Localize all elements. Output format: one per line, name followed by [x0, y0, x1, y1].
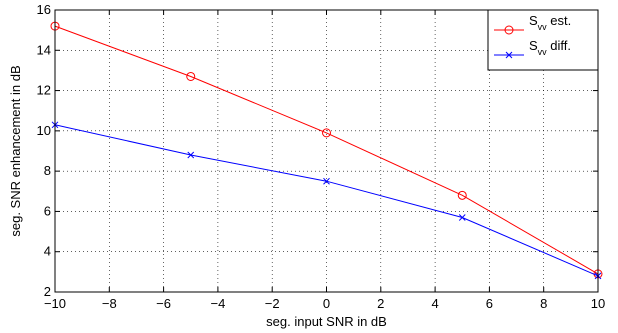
- data-point-x: [187, 151, 195, 159]
- x-tick-label: 2: [377, 296, 384, 311]
- legend-swatch-marker-circle: [504, 25, 514, 35]
- legend-label-subscript: vv: [538, 47, 548, 57]
- series-line: [54, 25, 599, 275]
- y-tick-label: 2: [44, 284, 51, 299]
- data-point-circle: [457, 190, 467, 200]
- y-axis-label: seg. SNR enhancement in dB: [8, 65, 23, 236]
- y-tick-label: 6: [44, 203, 51, 218]
- legend-entry-svv-est: Svv est.: [494, 13, 571, 35]
- legend: Svv est. Svv diff.: [487, 9, 599, 71]
- data-point-x: [323, 177, 330, 185]
- legend-label-svv-diff: Svv diff.: [529, 38, 571, 57]
- data-point-x: [458, 214, 466, 221]
- y-tick-label: 4: [44, 244, 51, 259]
- x-tick-label: 0: [323, 296, 330, 311]
- y-tick-label: 10: [37, 123, 51, 138]
- x-tick-label: −2: [265, 296, 280, 311]
- legend-label-subscript: vv: [538, 22, 548, 32]
- x-tick-label: 10: [591, 296, 605, 311]
- legend-label-svv-est: Svv est.: [529, 13, 571, 32]
- y-tick-label: 8: [44, 163, 51, 178]
- series-svv-diff: [51, 121, 602, 280]
- y-tick-label: 14: [37, 42, 51, 57]
- data-point-circle: [186, 71, 196, 81]
- x-tick-label: −10: [44, 296, 66, 311]
- y-tick-label: 16: [37, 2, 51, 17]
- x-tick-label: 4: [431, 296, 438, 311]
- x-tick-label: −4: [210, 296, 225, 311]
- legend-entry-svv-diff: Svv diff.: [494, 38, 571, 59]
- x-tick-label: 6: [486, 296, 493, 311]
- x-tick-label: −8: [102, 296, 117, 311]
- legend-swatch-marker-x: [505, 51, 513, 59]
- y-tick-label: 12: [37, 83, 51, 98]
- legend-box: [487, 9, 599, 71]
- data-point-circle: [322, 128, 331, 138]
- x-tick-label: 8: [540, 296, 547, 311]
- legend-label-rest: est.: [547, 13, 572, 28]
- legend-label-rest: diff.: [547, 38, 571, 53]
- tick-labels: −10 −8 −6 −4 −2 0 2 4 6 8 10 2 4 6 8 10 12 14 16: [37, 2, 606, 311]
- x-tick-label: −6: [156, 296, 171, 311]
- legend-label-main: S: [529, 38, 538, 53]
- legend-label-main: S: [529, 13, 538, 28]
- x-axis-label: seg. input SNR in dB: [266, 314, 387, 329]
